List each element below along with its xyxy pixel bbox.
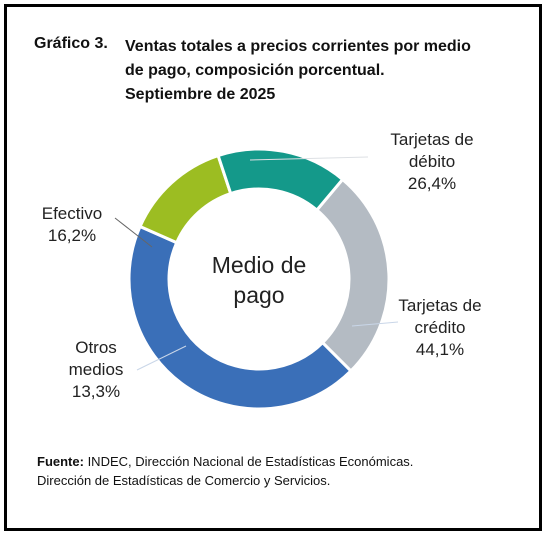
chart-title-line-3: Septiembre de 2025	[125, 86, 276, 103]
slice-category-label: medios	[69, 360, 124, 379]
chart-title: Ventas totales a precios corrientes por …	[125, 35, 515, 107]
source-line-1: INDEC, Dirección Nacional de Estadística…	[83, 454, 414, 469]
leader-line	[114, 217, 153, 248]
source-note: Fuente: INDEC, Dirección Nacional de Est…	[37, 452, 517, 490]
donut-slice	[216, 147, 345, 213]
center-label-line-1: Medio de	[212, 252, 307, 278]
leader-line	[136, 345, 187, 371]
slice-category-label: Tarjetas de	[398, 296, 481, 315]
slice-value-label: 44,1%	[416, 340, 464, 359]
label-leader-lines	[114, 156, 399, 371]
chart-title-line-1: Ventas totales a precios corrientes por …	[125, 38, 471, 55]
slice-category-label: débito	[409, 152, 455, 171]
slice-value-label: 16,2%	[48, 226, 96, 245]
donut-slices	[127, 147, 391, 411]
slice-category-label: Efectivo	[42, 204, 102, 223]
slice-category-label: Otros	[75, 338, 117, 357]
slice-labels: Tarjetas de débito 26,4% Tarjetas de crédito…	[42, 130, 482, 401]
center-label-line-2: pago	[233, 282, 284, 308]
chart-title-line-2: de pago, composición porcentual.	[125, 62, 385, 79]
slice-value-label: 13,3%	[72, 382, 120, 401]
source-line-2: Dirección de Estadísticas de Comercio y …	[37, 473, 331, 488]
slice-category-label: crédito	[414, 318, 465, 337]
slice-category-label: Tarjetas de	[390, 130, 473, 149]
leader-line	[351, 321, 399, 327]
donut-slice	[138, 153, 233, 245]
chart-frame	[4, 4, 542, 531]
leader-line	[249, 156, 369, 161]
donut-slice	[314, 177, 391, 374]
source-label: Fuente:	[37, 454, 84, 469]
chart-number: Gráfico 3.	[34, 35, 108, 52]
slice-value-label: 26,4%	[408, 174, 456, 193]
